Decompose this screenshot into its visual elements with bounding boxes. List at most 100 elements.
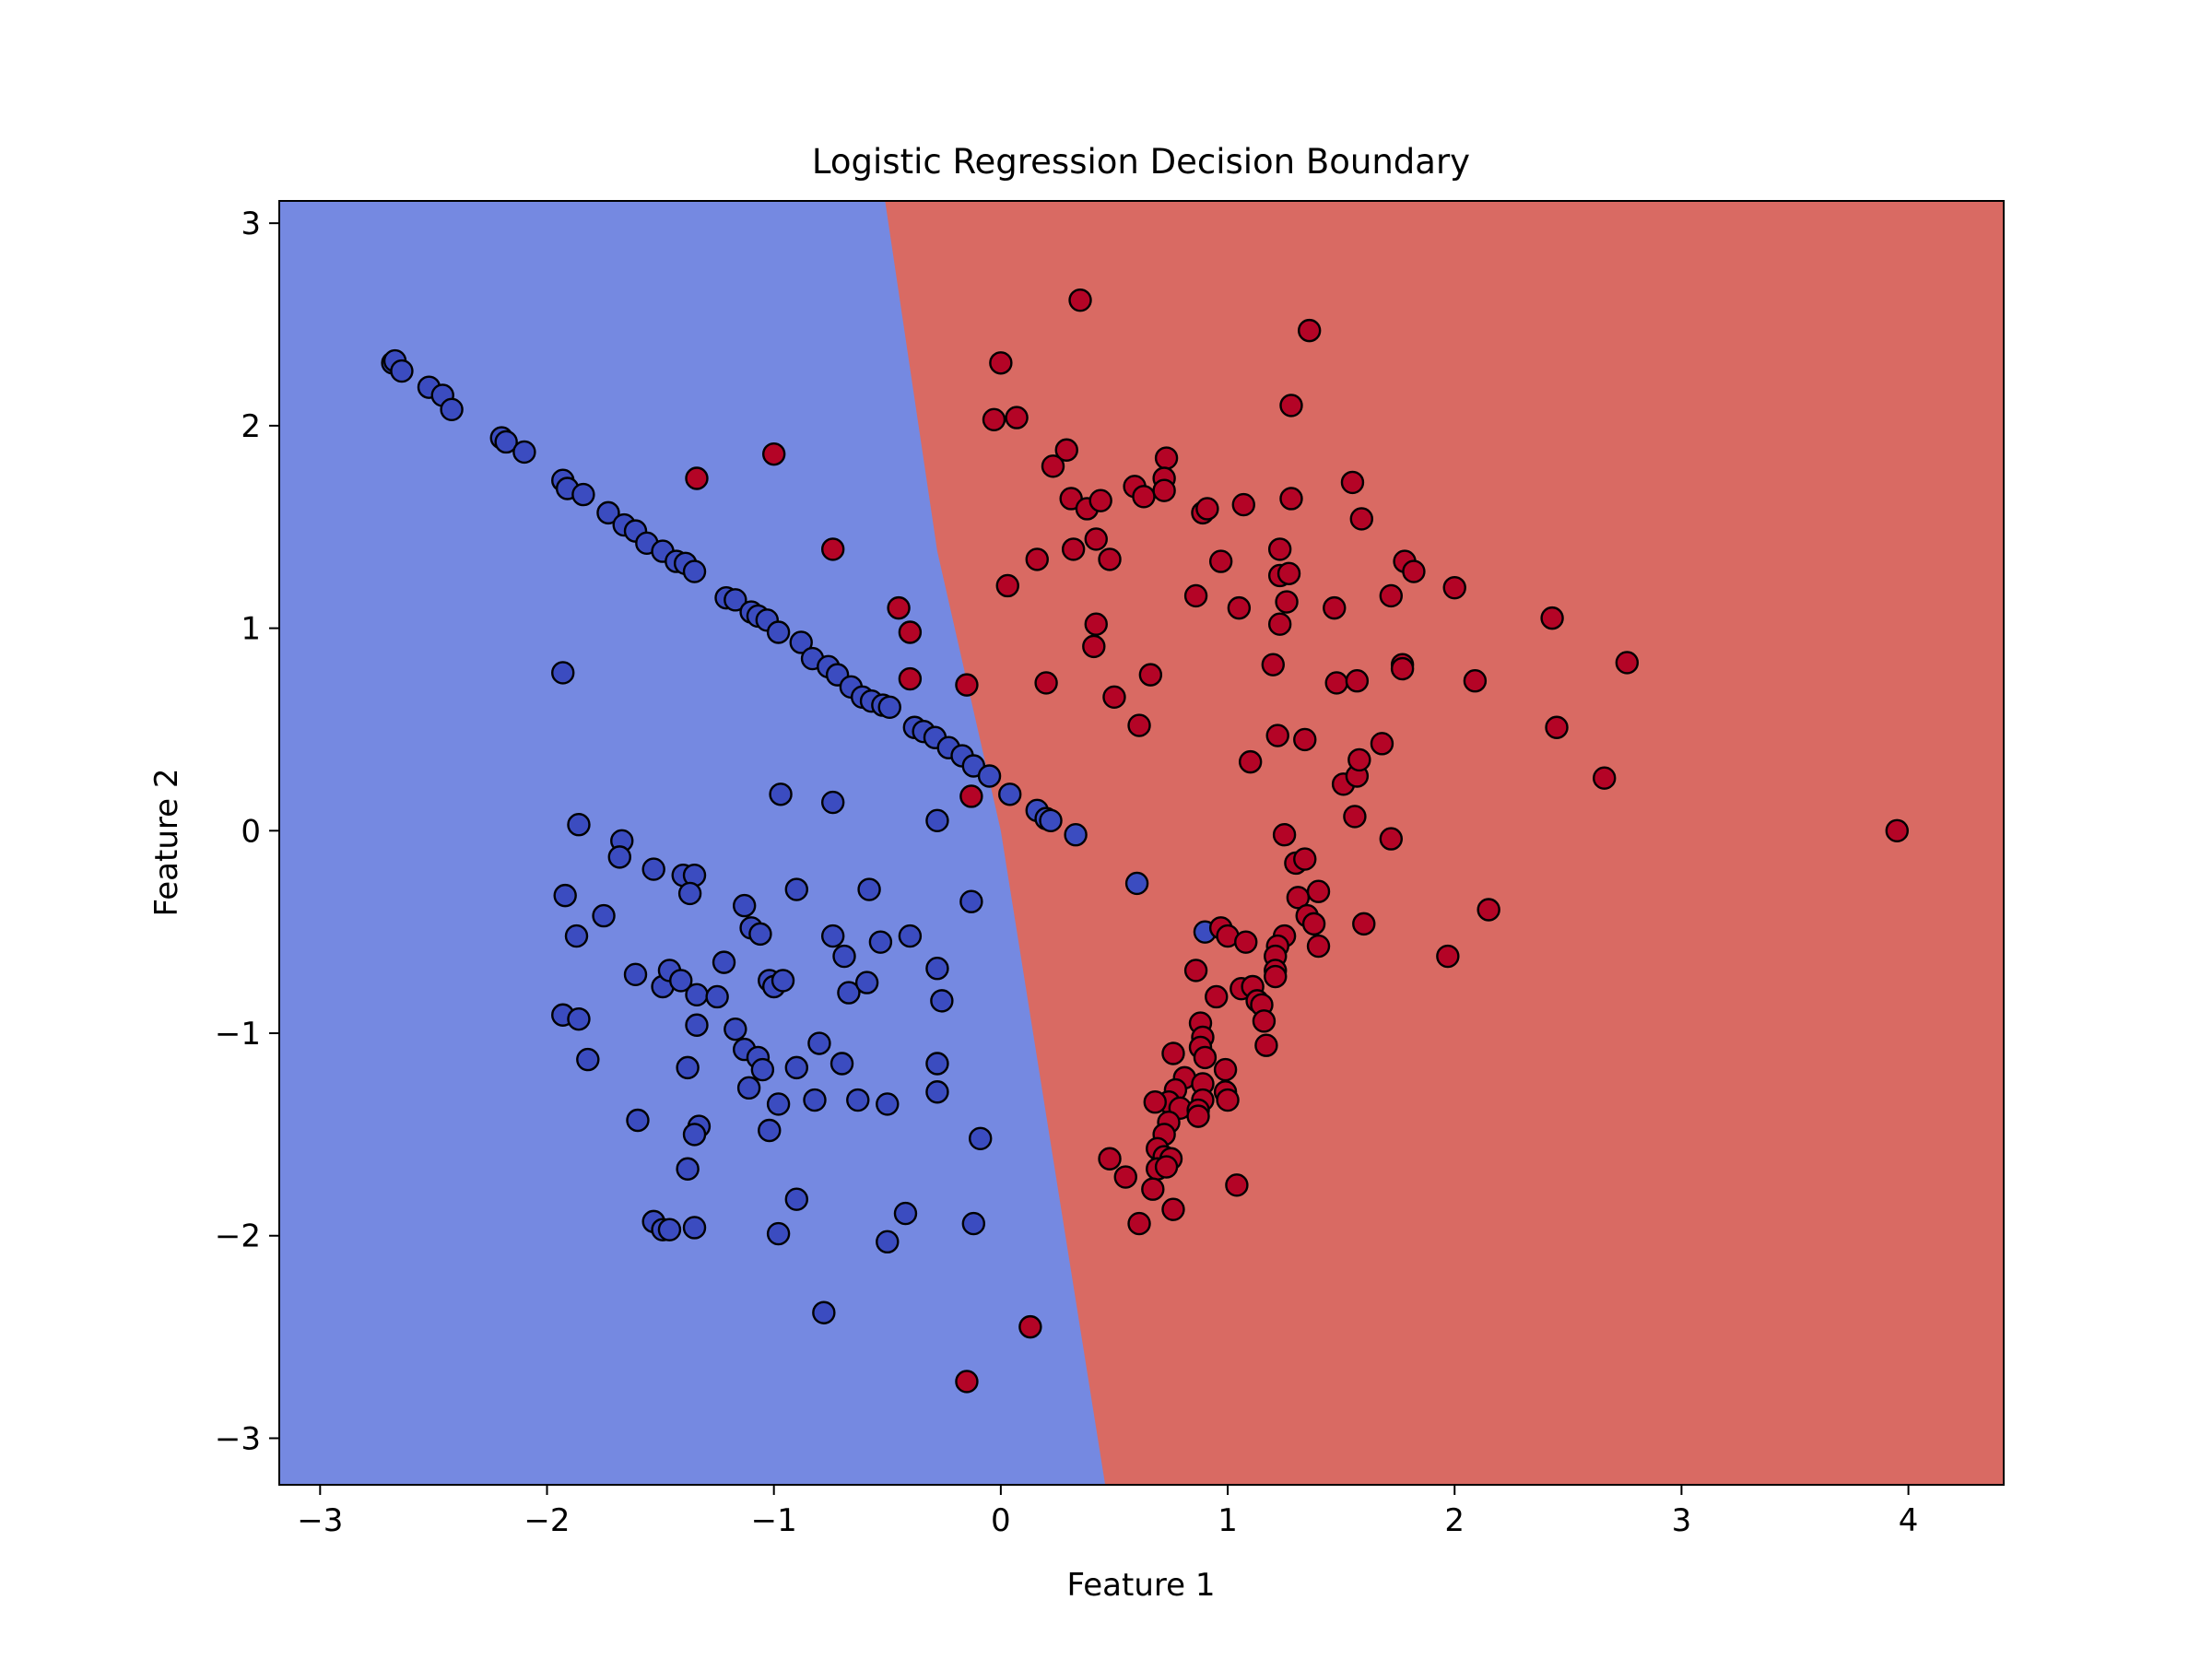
point-class-1 — [1343, 805, 1367, 829]
point-class-1 — [1265, 724, 1289, 747]
point-class-0 — [846, 1088, 870, 1112]
point-class-1 — [1340, 470, 1365, 495]
point-class-0 — [766, 1092, 791, 1116]
point-class-1 — [1141, 1177, 1165, 1201]
y-tick-label: −2 — [215, 1218, 261, 1255]
point-class-1 — [1084, 527, 1108, 551]
point-class-1 — [1143, 1090, 1167, 1114]
point-class-1 — [1161, 1197, 1185, 1221]
y-tick-label: −3 — [215, 1420, 261, 1457]
x-tick-label: 0 — [991, 1502, 1011, 1539]
y-tick-label: 3 — [241, 206, 261, 242]
point-class-1 — [1127, 713, 1151, 737]
point-class-1 — [1306, 934, 1331, 959]
y-tick-label: 1 — [241, 611, 261, 648]
point-class-1 — [1477, 898, 1500, 922]
point-class-0 — [771, 969, 795, 993]
point-class-1 — [1113, 1165, 1137, 1189]
point-class-0 — [669, 969, 693, 993]
point-class-0 — [592, 903, 616, 928]
point-class-1 — [1186, 1104, 1210, 1128]
x-axis: −3 −2 −1 0 1 2 3 4 — [297, 1485, 1918, 1539]
point-class-0 — [784, 1055, 808, 1080]
x-tick-label: 3 — [1672, 1502, 1692, 1539]
point-class-0 — [820, 924, 845, 948]
point-class-1 — [898, 666, 923, 691]
point-class-1 — [1593, 766, 1617, 790]
point-class-0 — [925, 1080, 949, 1104]
point-class-1 — [1005, 406, 1029, 429]
point-class-0 — [685, 982, 709, 1006]
point-class-1 — [1234, 930, 1258, 954]
point-class-1 — [1379, 827, 1404, 851]
point-class-0 — [682, 1216, 707, 1240]
point-class-0 — [390, 359, 414, 383]
point-class-0 — [440, 397, 464, 422]
point-class-0 — [766, 620, 791, 644]
point-class-1 — [1345, 669, 1370, 693]
point-class-1 — [1615, 651, 1640, 675]
point-class-1 — [995, 573, 1019, 598]
point-class-1 — [1054, 438, 1078, 462]
point-class-0 — [576, 1047, 600, 1072]
point-class-1 — [1132, 485, 1156, 509]
point-class-1 — [1183, 959, 1208, 982]
y-tick-label: 2 — [241, 408, 261, 445]
chart-title: Logistic Regression Decision Boundary — [812, 142, 1470, 182]
point-class-1 — [1138, 663, 1163, 687]
point-class-1 — [1216, 1088, 1240, 1112]
y-axis: −3 −2 −1 0 1 2 3 — [215, 206, 279, 1457]
point-class-1 — [1390, 656, 1415, 681]
point-class-1 — [1349, 507, 1373, 531]
point-class-1 — [1025, 547, 1049, 571]
point-class-0 — [758, 1118, 782, 1143]
point-class-1 — [1347, 747, 1371, 772]
point-class-1 — [1227, 595, 1252, 620]
point-class-0 — [551, 661, 575, 685]
point-class-1 — [1084, 612, 1108, 636]
point-class-0 — [854, 971, 879, 994]
point-class-0 — [607, 845, 631, 869]
point-class-1 — [955, 1370, 979, 1394]
y-tick-label: 0 — [241, 813, 261, 850]
plot-area — [278, 200, 2005, 1486]
point-class-1 — [1279, 394, 1303, 418]
point-class-0 — [705, 984, 729, 1009]
point-class-1 — [1323, 595, 1347, 620]
point-class-0 — [969, 1126, 993, 1150]
point-class-1 — [1152, 478, 1176, 502]
point-class-1 — [685, 466, 709, 490]
point-class-1 — [1238, 749, 1263, 774]
point-class-1 — [1293, 847, 1317, 871]
point-class-0 — [820, 790, 845, 815]
point-class-1 — [1264, 964, 1288, 989]
point-class-1 — [887, 595, 911, 620]
point-class-0 — [623, 962, 648, 987]
point-class-0 — [898, 924, 923, 948]
plot-frame — [278, 200, 2005, 1486]
point-class-0 — [567, 1006, 591, 1031]
point-class-0 — [657, 1218, 682, 1241]
x-tick-label: −1 — [751, 1502, 797, 1539]
x-tick-label: 2 — [1444, 1502, 1465, 1539]
point-class-0 — [977, 764, 1002, 788]
point-class-1 — [1267, 612, 1292, 636]
point-class-0 — [736, 1076, 761, 1100]
point-class-1 — [1324, 671, 1348, 695]
point-class-1 — [1370, 732, 1394, 756]
point-class-1 — [982, 407, 1006, 431]
point-class-0 — [626, 1108, 650, 1133]
point-class-0 — [876, 1230, 900, 1254]
point-class-1 — [1279, 487, 1303, 511]
point-class-1 — [1297, 318, 1322, 343]
point-class-0 — [685, 1013, 709, 1037]
point-class-1 — [1545, 715, 1569, 739]
point-class-1 — [1402, 559, 1426, 583]
point-class-0 — [766, 1221, 791, 1246]
point-class-0 — [1064, 823, 1088, 847]
point-class-1 — [955, 673, 979, 697]
point-class-1 — [1352, 912, 1376, 936]
point-class-0 — [682, 1123, 707, 1147]
point-class-1 — [1261, 653, 1285, 677]
